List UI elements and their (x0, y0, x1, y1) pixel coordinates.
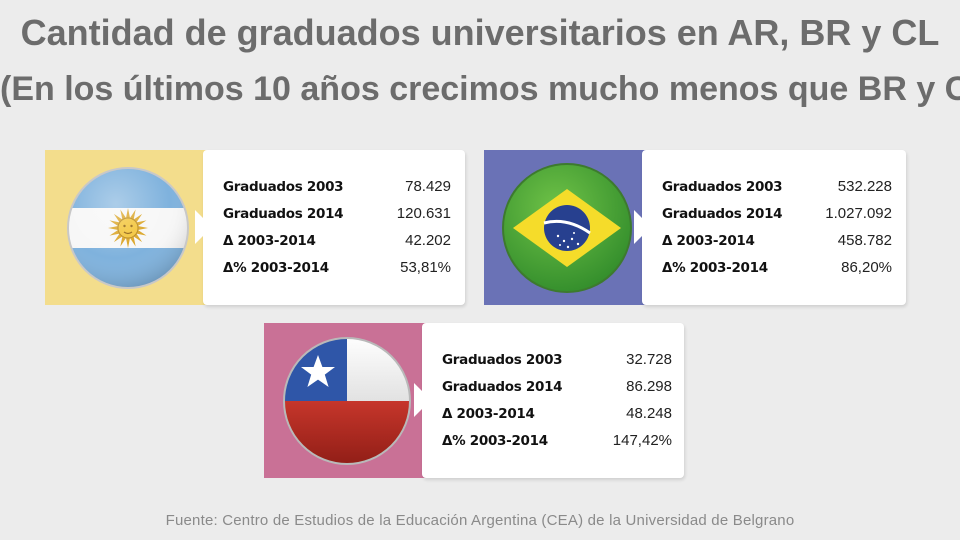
stat-row-delta: Δ 2003-2014 48.248 (442, 405, 672, 432)
stat-value: 458.782 (837, 232, 892, 249)
stat-row-delta: Δ 2003-2014 42.202 (223, 232, 451, 259)
stats-panel-brazil: Graduados 2003 532.228 Graduados 2014 1.… (642, 150, 906, 305)
stats-list-brazil: Graduados 2003 532.228 Graduados 2014 1.… (662, 178, 892, 286)
source-note: Fuente: Centro de Estudios de la Educaci… (165, 512, 795, 529)
stat-label: Graduados 2014 (662, 206, 783, 222)
flag-panel-brazil (484, 150, 650, 305)
stats-list-chile: Graduados 2003 32.728 Graduados 2014 86.… (442, 351, 672, 459)
card-argentina: Graduados 2003 78.429 Graduados 2014 120… (45, 150, 465, 305)
stat-label: Graduados 2003 (223, 179, 344, 195)
stat-row-delta-percent: Δ% 2003-2014 86,20% (662, 259, 892, 286)
card-brazil: Graduados 2003 532.228 Graduados 2014 1.… (484, 150, 906, 305)
stat-row-graduados-2003: Graduados 2003 78.429 (223, 178, 451, 205)
stat-value: 86,20% (841, 259, 892, 276)
stat-label: Δ 2003-2014 (223, 233, 316, 249)
stat-value: 532.228 (837, 178, 892, 195)
stat-value: 86.298 (626, 378, 672, 395)
stat-label: Δ 2003-2014 (662, 233, 755, 249)
stat-label: Graduados 2003 (662, 179, 783, 195)
stat-value: 78.429 (405, 178, 451, 195)
stat-label: Δ 2003-2014 (442, 406, 535, 422)
card-chile: Graduados 2003 32.728 Graduados 2014 86.… (264, 323, 684, 478)
flag-panel-argentina (45, 150, 211, 305)
chile-flag-icon (281, 335, 413, 467)
stat-value: 147,42% (612, 432, 672, 449)
stat-value: 1.027.092 (825, 205, 892, 222)
stat-label: Graduados 2014 (223, 206, 344, 222)
pointer-arrow (414, 383, 431, 417)
stat-label: Graduados 2014 (442, 379, 563, 395)
stats-panel-argentina: Graduados 2003 78.429 Graduados 2014 120… (203, 150, 465, 305)
stat-row-graduados-2014: Graduados 2014 86.298 (442, 378, 672, 405)
stat-label: Δ% 2003-2014 (223, 260, 329, 276)
stat-label: Δ% 2003-2014 (662, 260, 768, 276)
pointer-arrow (195, 210, 212, 244)
argentina-flag-icon (66, 166, 190, 290)
stat-label: Graduados 2003 (442, 352, 563, 368)
stat-label: Δ% 2003-2014 (442, 433, 548, 449)
page-title: Cantidad de graduados universitarios en … (20, 12, 940, 53)
stat-value: 53,81% (400, 259, 451, 276)
stats-panel-chile: Graduados 2003 32.728 Graduados 2014 86.… (422, 323, 684, 478)
stat-value: 120.631 (396, 205, 451, 222)
stat-row-delta-percent: Δ% 2003-2014 53,81% (223, 259, 451, 286)
stat-row-graduados-2003: Graduados 2003 532.228 (662, 178, 892, 205)
stats-list-argentina: Graduados 2003 78.429 Graduados 2014 120… (223, 178, 451, 286)
stat-row-delta-percent: Δ% 2003-2014 147,42% (442, 432, 672, 459)
stat-value: 48.248 (626, 405, 672, 422)
stat-row-graduados-2014: Graduados 2014 1.027.092 (662, 205, 892, 232)
flag-panel-chile (264, 323, 430, 478)
stat-row-graduados-2014: Graduados 2014 120.631 (223, 205, 451, 232)
stat-value: 32.728 (626, 351, 672, 368)
brazil-flag-icon (500, 161, 634, 295)
stat-row-delta: Δ 2003-2014 458.782 (662, 232, 892, 259)
pointer-arrow (634, 210, 651, 244)
stat-row-graduados-2003: Graduados 2003 32.728 (442, 351, 672, 378)
page-subtitle: (En los últimos 10 años crecimos mucho m… (0, 70, 960, 108)
stat-value: 42.202 (405, 232, 451, 249)
